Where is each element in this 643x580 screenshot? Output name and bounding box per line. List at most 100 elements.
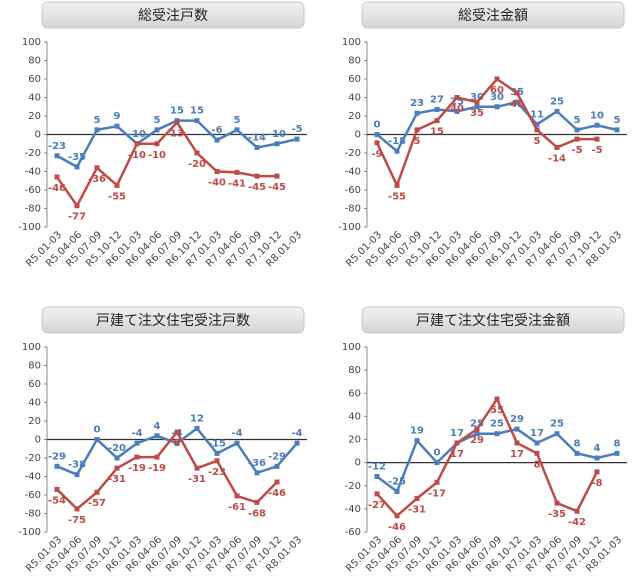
point [214,458,220,464]
point [594,469,600,475]
value-label: -40 [208,178,226,189]
point [474,426,480,432]
y-tick-label: 20 [28,416,41,427]
value-label: -35 [68,152,86,163]
y-tick-label: 0 [355,130,361,141]
value-label: 10 [590,110,604,121]
value-label: -29 [268,451,286,462]
value-label: -6 [211,125,222,136]
point [514,90,520,96]
value-label: 25 [490,419,504,430]
y-tick-label: -100 [18,527,41,538]
value-label: -75 [68,515,86,526]
value-label: -46 [388,522,406,533]
value-label: 35 [470,108,484,119]
point [374,491,380,497]
value-label: -45 [248,182,266,193]
y-tick-label: 40 [348,411,361,422]
title-box [41,306,305,334]
y-tick-label: 60 [28,379,41,390]
value-label: 0 [374,120,381,131]
value-label: 25 [550,96,564,107]
point [54,486,60,492]
point [294,440,300,446]
y-tick-label: 60 [348,74,361,85]
value-label: 0 [94,425,101,436]
point [394,182,400,188]
point [134,454,140,460]
y-tick-label: 80 [28,361,41,372]
y-tick-label: 100 [22,37,41,48]
y-tick-label: 0 [35,435,41,446]
value-label: -10 [148,150,166,161]
point [194,150,200,156]
value-label: -61 [228,502,246,513]
y-tick-label: -20 [25,148,41,159]
value-label: 29 [510,414,524,425]
point [54,463,60,469]
value-label: 15 [170,106,184,117]
value-label: 25 [450,96,464,107]
point [134,141,140,147]
point [294,136,300,142]
value-label: 8 [534,459,541,470]
y-tick-label: -20 [345,481,361,492]
chart-title: 総受注戸数 [138,8,208,24]
point [454,95,460,100]
value-label: -5 [571,145,582,156]
point [174,429,180,435]
value-label: -31 [108,474,126,485]
point [554,500,560,506]
point [154,141,160,147]
value-label: 8 [574,438,581,449]
value-label: -10 [268,129,286,140]
point [574,508,580,514]
y-tick-label: 40 [348,93,361,104]
point [594,455,600,461]
value-label: -31 [408,504,426,515]
y-tick-label: -40 [345,504,361,515]
point [214,169,220,174]
value-label: -38 [68,460,86,471]
value-label: 13 [170,128,184,139]
value-label: -12 [368,462,386,473]
point [214,450,220,456]
y-tick-label: 80 [348,365,361,376]
point [94,437,100,442]
y-tick-label: 40 [28,93,41,104]
point [394,489,400,495]
point [394,148,400,154]
y-tick-label: 0 [355,458,361,469]
point [414,438,420,444]
y-tick-label: 80 [28,56,41,67]
value-label: 60 [490,85,504,96]
value-label: -10 [128,129,146,140]
value-label: 4 [594,443,601,454]
y-tick-label: 80 [348,56,361,67]
point [374,140,380,146]
value-label: 40 [450,104,464,115]
series-line [376,427,618,494]
value-label: 19 [410,426,424,437]
value-label: -4 [231,428,242,439]
value-label: 4 [154,421,161,432]
value-label: 5 [154,115,161,126]
value-label: 23 [410,98,424,109]
value-label: 11 [530,109,544,120]
point [194,118,200,124]
point [274,479,280,485]
point [274,173,280,179]
value-label: -17 [428,488,446,499]
value-label: 25 [550,419,564,430]
value-label: 17 [450,428,464,439]
point [374,474,380,479]
y-tick-label: -100 [338,222,361,233]
y-tick-label: 100 [342,342,361,353]
point [554,431,560,437]
y-tick-label: 20 [348,111,361,122]
point [94,489,100,495]
y-tick-label: 20 [348,435,361,446]
value-label: -20 [188,159,206,170]
value-label: 12 [190,413,204,424]
point [74,506,80,512]
